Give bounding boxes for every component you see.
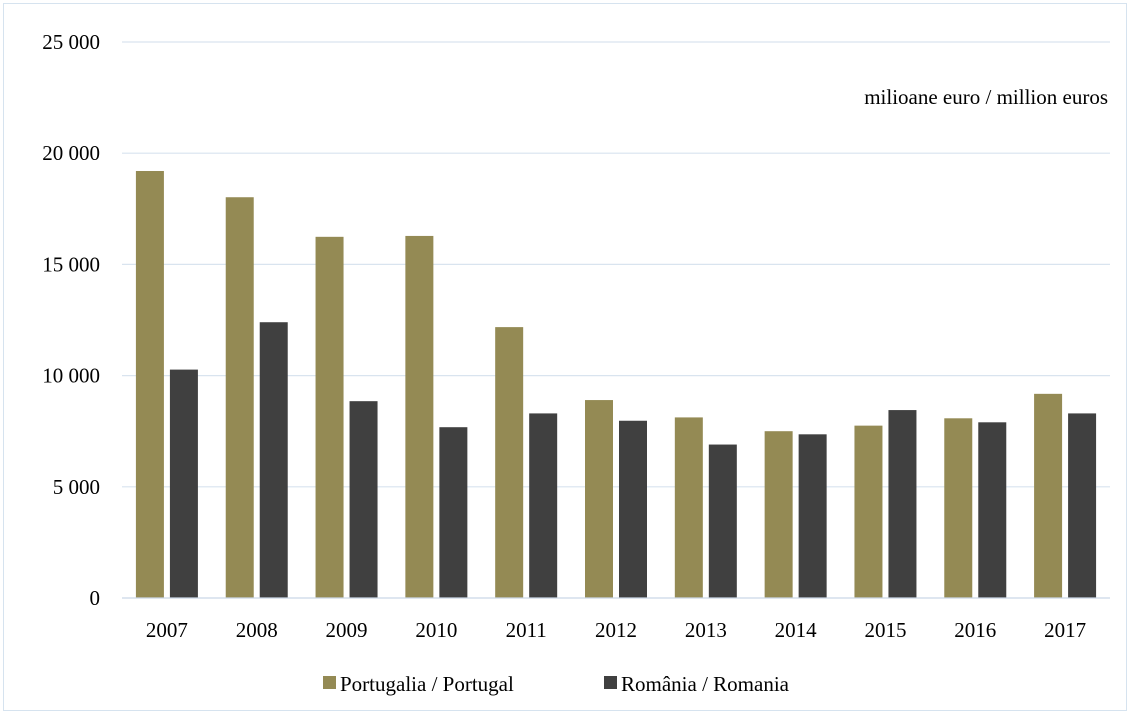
x-tick-label: 2017 [1044,618,1086,642]
bar-romania-2014 [798,434,827,598]
y-tick-label: 10 000 [42,364,100,388]
bar-romania-2013 [708,444,737,598]
legend-label-romania: România / Romania [621,672,790,696]
bar-romania-2011 [529,413,558,598]
y-tick-label: 15 000 [42,252,100,276]
legend-swatch-portugal [323,676,336,689]
x-tick-label: 2016 [954,618,996,642]
y-axis-ticks: 0 5 000 10 000 15 000 20 000 25 000 [42,30,100,610]
x-tick-label: 2015 [864,618,906,642]
bar-romania-2009 [349,401,378,598]
x-axis-ticks: 2007 2008 2009 2010 2011 2012 2013 2014 2015 2016… [146,618,1086,642]
bar-portugal-2009 [315,236,344,599]
bar-romania-2007 [169,369,198,598]
bar-portugal-2016 [944,418,973,598]
bar-romania-2012 [619,420,647,598]
bar-portugal-2013 [674,417,703,598]
legend-label-portugal: Portugalia / Portugal [340,672,514,696]
bar-portugal-2017 [1034,393,1063,598]
x-tick-label: 2013 [685,618,727,642]
legend: Portugalia / Portugal România / Romania [323,672,790,696]
bar-portugal-2011 [495,327,524,598]
y-tick-label: 25 000 [42,30,100,54]
x-tick-label: 2011 [506,618,547,642]
bar-portugal-2014 [764,431,793,598]
bar-romania-2017 [1068,413,1097,598]
bar-portugal-2008 [225,197,254,598]
y-tick-label: 5 000 [53,475,100,499]
x-tick-label: 2009 [326,618,368,642]
bars [135,170,1097,599]
x-tick-label: 2010 [415,618,457,642]
x-tick-label: 2007 [146,618,188,642]
bar-portugal-2012 [585,400,613,598]
x-tick-label: 2008 [236,618,278,642]
y-tick-label: 0 [90,586,101,610]
legend-swatch-romania [604,676,617,689]
bar-portugal-2015 [854,425,883,598]
x-tick-label: 2014 [775,618,818,642]
bar-portugal-2010 [405,235,434,598]
bar-romania-2008 [259,322,288,598]
bar-portugal-2007 [135,170,164,598]
bar-romania-2015 [888,410,917,598]
bar-romania-2016 [978,422,1007,598]
y-tick-label: 20 000 [42,141,100,165]
bar-romania-2010 [439,427,468,598]
x-tick-label: 2012 [595,618,637,642]
unit-label: milioane euro / million euros [864,85,1108,109]
